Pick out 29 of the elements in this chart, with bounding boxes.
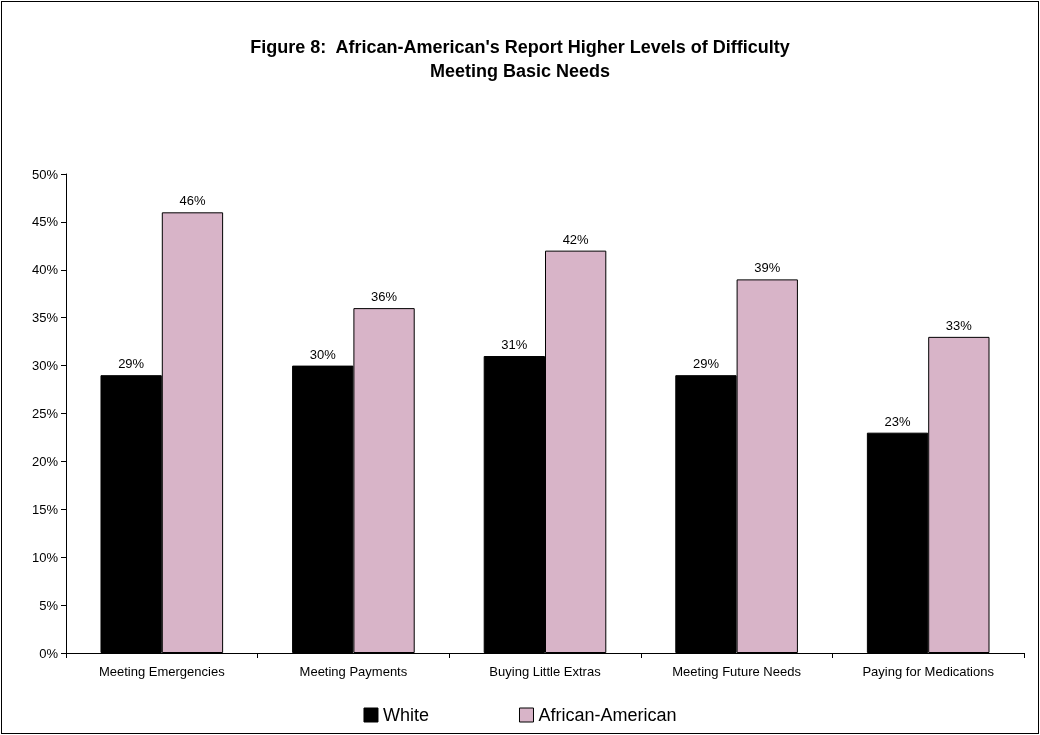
x-tick-label: Meeting Payments (299, 664, 408, 679)
y-tick-label: 30% (31, 358, 59, 374)
y-tick-label: 20% (31, 453, 59, 469)
y-tick-label: 10% (31, 549, 59, 565)
y-tick-label: 35% (31, 310, 59, 326)
data-label: 29% (692, 356, 720, 372)
data-label: 46% (179, 193, 206, 209)
y-tick-label: 0% (39, 645, 59, 661)
y-tick-label: 45% (31, 214, 59, 230)
x-tick-label: Buying Little Extras (489, 664, 602, 679)
x-tick-label: Paying for Medications (862, 664, 995, 679)
y-tick-label: 25% (31, 406, 59, 421)
data-label: 39% (754, 260, 781, 276)
data-label: 23% (884, 413, 911, 429)
data-label: 31% (501, 337, 528, 353)
data-label: 42% (562, 231, 590, 247)
y-tick-label: 5% (39, 597, 59, 613)
y-tick-label: 40% (31, 262, 59, 278)
data-label: 29% (118, 356, 145, 372)
y-tick-label: 50% (31, 166, 59, 182)
chart-title: Figure 8: African-American's Report Higher Levels of Difficulty Meeting Basic Needs (250, 37, 790, 81)
data-label: 30% (309, 346, 337, 362)
data-label: 33% (945, 317, 973, 333)
data-label: 36% (371, 289, 398, 305)
x-tick-label: Meeting Future Needs (672, 664, 802, 679)
legend-label: White (382, 705, 429, 725)
y-tick-label: 15% (31, 501, 59, 517)
legend-label: African-American (538, 705, 677, 725)
x-tick-label: Meeting Emergencies (98, 664, 226, 679)
